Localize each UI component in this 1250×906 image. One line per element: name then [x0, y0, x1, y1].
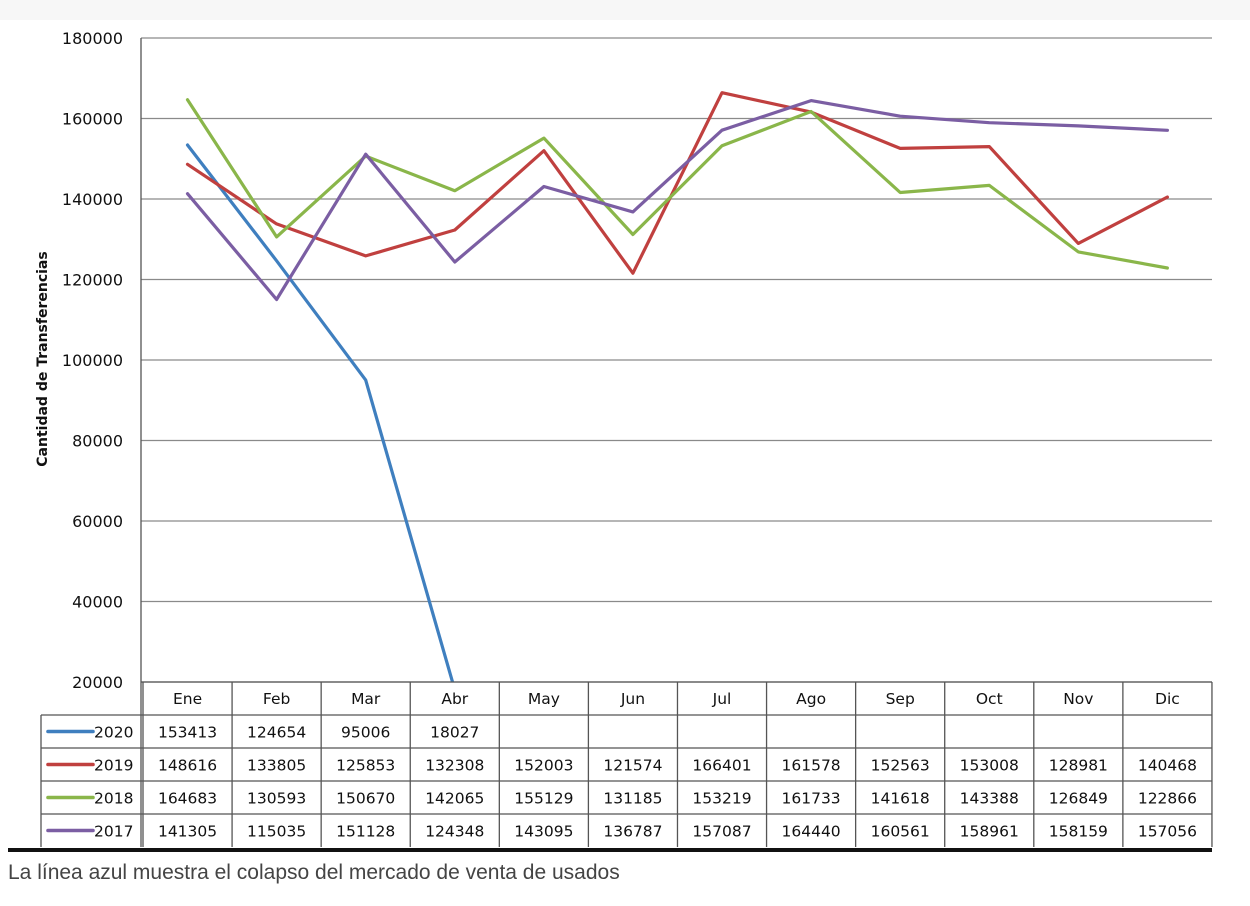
data-label: 18027: [430, 724, 479, 742]
x-tick-label: Jun: [620, 690, 645, 708]
data-label: 124654: [247, 724, 306, 742]
y-tick-label: 120000: [62, 271, 123, 290]
legend-label-2019: 2019: [94, 757, 133, 775]
y-tick-label: 160000: [62, 110, 123, 129]
data-label: 148616: [158, 757, 217, 775]
series-lines: [185, 91, 1169, 682]
data-label: 124348: [425, 823, 484, 841]
legend-label-2018: 2018: [94, 790, 133, 808]
data-label: 133805: [247, 757, 306, 775]
x-tick-label: Oct: [976, 690, 1003, 708]
data-label: 132308: [425, 757, 484, 775]
data-label: 122866: [1138, 790, 1197, 808]
data-label: 158159: [1049, 823, 1108, 841]
data-label: 121574: [603, 757, 662, 775]
legend-label-2020: 2020: [94, 724, 133, 742]
data-label: 141618: [871, 790, 930, 808]
x-tick-label: Ene: [173, 690, 202, 708]
top-strip: [0, 0, 1250, 20]
y-tick-label: 60000: [72, 512, 123, 531]
data-label: 157056: [1138, 823, 1197, 841]
data-label: 128981: [1049, 757, 1108, 775]
series-line-2018: [185, 98, 1169, 270]
x-tick-label: Nov: [1063, 690, 1093, 708]
data-label: 130593: [247, 790, 306, 808]
data-label: 153413: [158, 724, 217, 742]
y-tick-labels: 180000 160000 140000 120000 100000 80000 60000…: [62, 29, 123, 692]
y-tick-label: 80000: [72, 432, 123, 451]
data-label: 141305: [158, 823, 217, 841]
y-tick-label: 20000: [72, 673, 123, 692]
x-tick-label: Abr: [441, 690, 468, 708]
y-axis-label: Cantidad de Transferencias: [35, 251, 51, 466]
series-line-2019: [185, 91, 1169, 275]
line-chart: 180000 160000 140000 120000 100000 80000 60000…: [35, 29, 1213, 847]
data-label: 153008: [960, 757, 1019, 775]
data-label: 143388: [960, 790, 1019, 808]
data-label: 151128: [336, 823, 395, 841]
data-table: Ene Feb Mar Abr May Jun Jul Ago Sep Oct Nov Dic 2020…: [40, 681, 1213, 847]
data-label: 155129: [514, 790, 573, 808]
series-line-2020: [185, 143, 455, 682]
data-label: 153219: [692, 790, 751, 808]
x-tick-label: Sep: [886, 690, 915, 708]
data-label: 161578: [782, 757, 841, 775]
data-label: 142065: [425, 790, 484, 808]
series-line-2017: [185, 99, 1169, 302]
data-label: 115035: [247, 823, 306, 841]
y-tick-label: 100000: [62, 351, 123, 370]
data-label: 152003: [514, 757, 573, 775]
data-label: 131185: [603, 790, 662, 808]
data-label: 164440: [782, 823, 841, 841]
data-label: 140468: [1138, 757, 1197, 775]
y-tick-label: 180000: [62, 29, 123, 48]
x-tick-label: Mar: [351, 690, 381, 708]
y-tick-label: 140000: [62, 190, 123, 209]
bottom-rule: [8, 848, 1212, 852]
data-label: 136787: [603, 823, 662, 841]
data-label: 143095: [514, 823, 573, 841]
data-label: 160561: [871, 823, 930, 841]
x-tick-label: Ago: [796, 690, 826, 708]
data-label: 164683: [158, 790, 217, 808]
data-label: 158961: [960, 823, 1019, 841]
y-tick-label: 40000: [72, 593, 123, 612]
caption: La línea azul muestra el colapso del mer…: [8, 861, 620, 884]
data-label: 125853: [336, 757, 395, 775]
x-tick-label: Feb: [263, 690, 290, 708]
data-label: 157087: [692, 823, 751, 841]
data-label: 126849: [1049, 790, 1108, 808]
data-label: 166401: [692, 757, 751, 775]
data-label: 95006: [341, 724, 390, 742]
x-tick-label: May: [528, 690, 560, 708]
data-label: 152563: [871, 757, 930, 775]
data-label: 161733: [782, 790, 841, 808]
legend-label-2017: 2017: [94, 823, 133, 841]
x-tick-label: Dic: [1155, 690, 1180, 708]
data-label: 150670: [336, 790, 395, 808]
x-tick-label: Jul: [712, 690, 732, 708]
grid-lines: [141, 37, 1212, 683]
